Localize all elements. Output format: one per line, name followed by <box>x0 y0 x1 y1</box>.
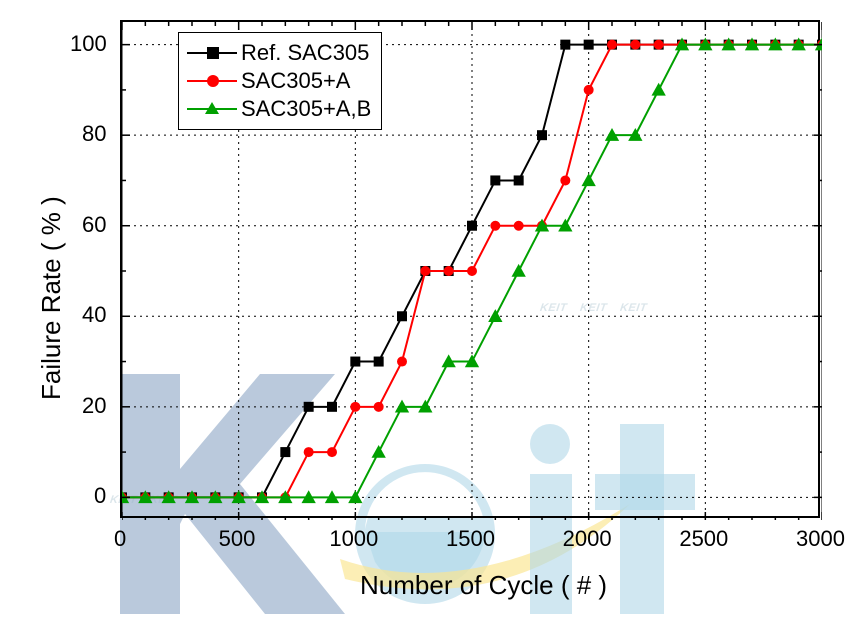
x-tick-label: 1500 <box>446 526 495 552</box>
legend-label: Ref. SAC305 <box>241 39 369 67</box>
legend-label: SAC305+A,B <box>241 95 371 123</box>
x-tick-label: 500 <box>219 526 256 552</box>
legend-swatch <box>187 99 237 119</box>
legend-label: SAC305+A <box>241 67 350 95</box>
y-tick-label: 0 <box>94 483 106 509</box>
y-tick-label: 60 <box>82 212 106 238</box>
legend: Ref. SAC305SAC305+ASAC305+A,B <box>178 32 382 130</box>
y-tick-label: 20 <box>82 393 106 419</box>
y-tick-label: 80 <box>82 121 106 147</box>
x-tick-label: 1000 <box>329 526 378 552</box>
x-axis-label: Number of Cycle ( # ) <box>360 570 607 601</box>
legend-swatch <box>187 71 237 91</box>
y-axis-label: Failure Rate ( % ) <box>36 196 67 400</box>
x-tick-label: 2500 <box>679 526 728 552</box>
legend-item: SAC305+A <box>187 67 371 95</box>
x-tick-label: 3000 <box>796 526 845 552</box>
legend-item: SAC305+A,B <box>187 95 371 123</box>
legend-item: Ref. SAC305 <box>187 39 371 67</box>
legend-swatch <box>187 43 237 63</box>
x-tick-label: 2000 <box>563 526 612 552</box>
y-tick-label: 100 <box>70 31 107 57</box>
chart-container: KEIT KEIT KEIT KEIT KEIT Failure Rate ( … <box>0 0 849 614</box>
x-tick-label: 0 <box>114 526 126 552</box>
y-tick-label: 40 <box>82 302 106 328</box>
